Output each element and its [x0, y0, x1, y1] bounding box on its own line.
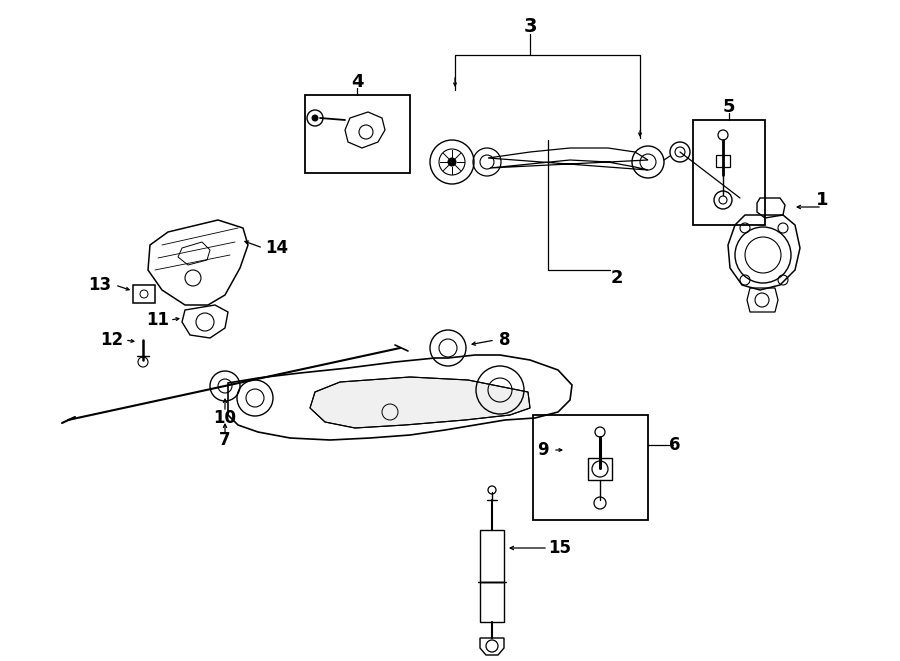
- Text: 3: 3: [523, 17, 536, 36]
- Circle shape: [312, 115, 318, 121]
- Bar: [533, 415, 648, 520]
- Text: 9: 9: [537, 441, 549, 459]
- Polygon shape: [310, 377, 530, 428]
- Text: 14: 14: [266, 239, 289, 257]
- Bar: [716, 155, 730, 167]
- Text: 7: 7: [220, 431, 230, 449]
- Text: 2: 2: [611, 269, 623, 287]
- Text: 8: 8: [500, 331, 511, 349]
- Text: 11: 11: [147, 311, 169, 329]
- Text: 5: 5: [723, 98, 735, 116]
- Bar: [305, 95, 410, 173]
- Bar: [480, 530, 504, 582]
- Text: 15: 15: [548, 539, 572, 557]
- Bar: [693, 120, 765, 225]
- Text: 13: 13: [88, 276, 112, 294]
- Text: 10: 10: [213, 409, 237, 427]
- Bar: [588, 458, 612, 480]
- Bar: [133, 285, 155, 303]
- Text: 4: 4: [351, 73, 364, 91]
- Bar: [480, 582, 504, 622]
- Text: 6: 6: [670, 436, 680, 454]
- Circle shape: [448, 158, 456, 166]
- Text: 12: 12: [101, 331, 123, 349]
- Text: 1: 1: [815, 191, 828, 209]
